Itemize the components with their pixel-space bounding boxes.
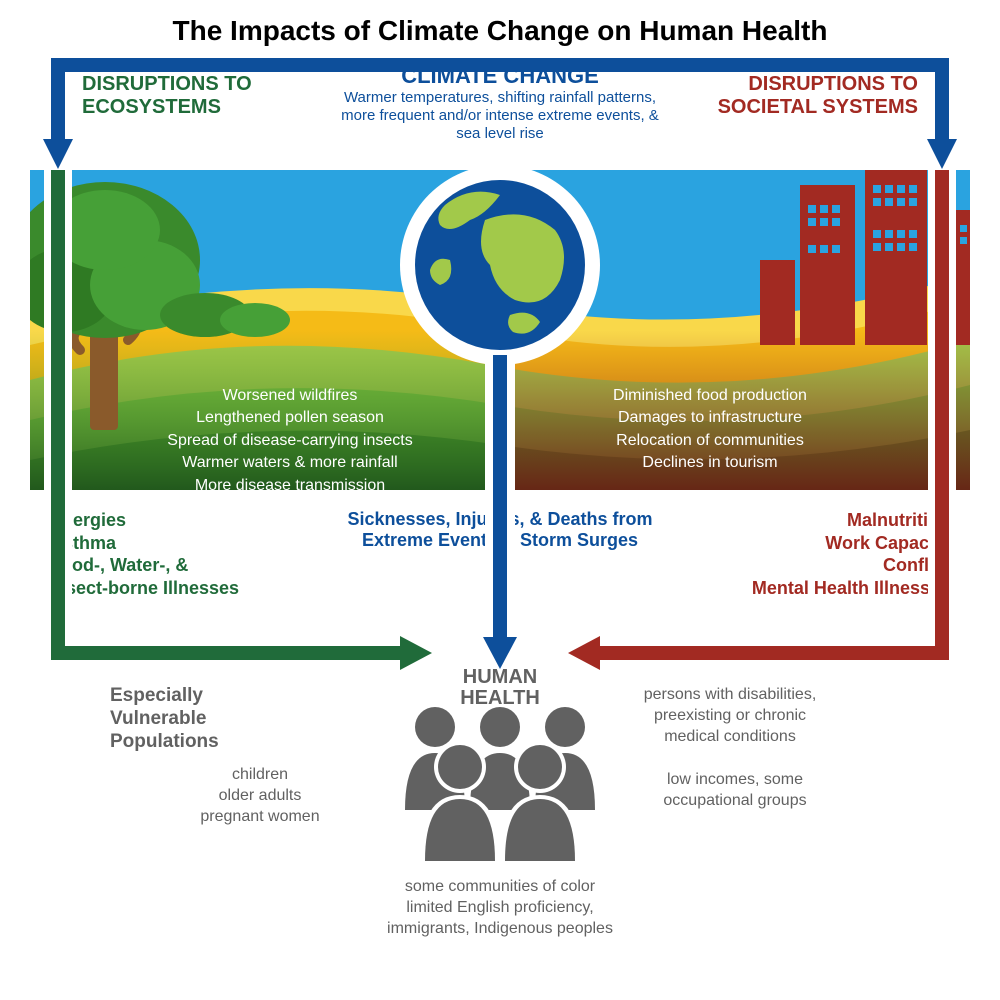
climate-change-subtitle: Warmer temperatures, shifting rainfall p… [328,89,672,143]
diagram-stage: DISRUPTIONS TOECOSYSTEMS CLIMATE CHANGE … [30,55,970,975]
center-outcomes: Sicknesses, Injuries, & Deaths fromExtre… [307,509,693,599]
globe-icon [400,165,600,365]
vulnerable-group-a: childrenolder adultspregnant women [160,765,360,827]
climate-change-title: CLIMATE CHANGE [328,63,672,89]
vulnerable-group-d: some communities of colorlimited English… [350,877,650,939]
societal-effects-list: Diminished food productionDamages to inf… [545,385,875,475]
human-health-label: HUMANHEALTH [460,667,540,709]
header-row: DISRUPTIONS TOECOSYSTEMS CLIMATE CHANGE … [30,63,970,173]
page-title: The Impacts of Climate Change on Human H… [0,0,1000,47]
vulnerable-group-b: persons with disabilities,preexisting or… [620,685,840,747]
ecosystem-outcomes: AllergiesAsthmaFood-, Water-, &Insect-bo… [50,509,307,599]
vulnerable-title: EspeciallyVulnerablePopulations [110,685,310,753]
people-icon [370,705,630,875]
societal-outcomes: MalnutritionWork CapacityConflictMental … [693,509,950,599]
ecosystems-heading: DISRUPTIONS TOECOSYSTEMS [30,63,328,173]
outcome-band: AllergiesAsthmaFood-, Water-, &Insect-bo… [30,495,970,617]
vulnerable-group-c: low incomes, someoccupational groups [630,770,840,812]
societal-heading: DISRUPTIONS TOSOCIETAL SYSTEMS [672,63,970,173]
ecosystem-effects-list: Worsened wildfiresLengthened pollen seas… [125,385,455,497]
